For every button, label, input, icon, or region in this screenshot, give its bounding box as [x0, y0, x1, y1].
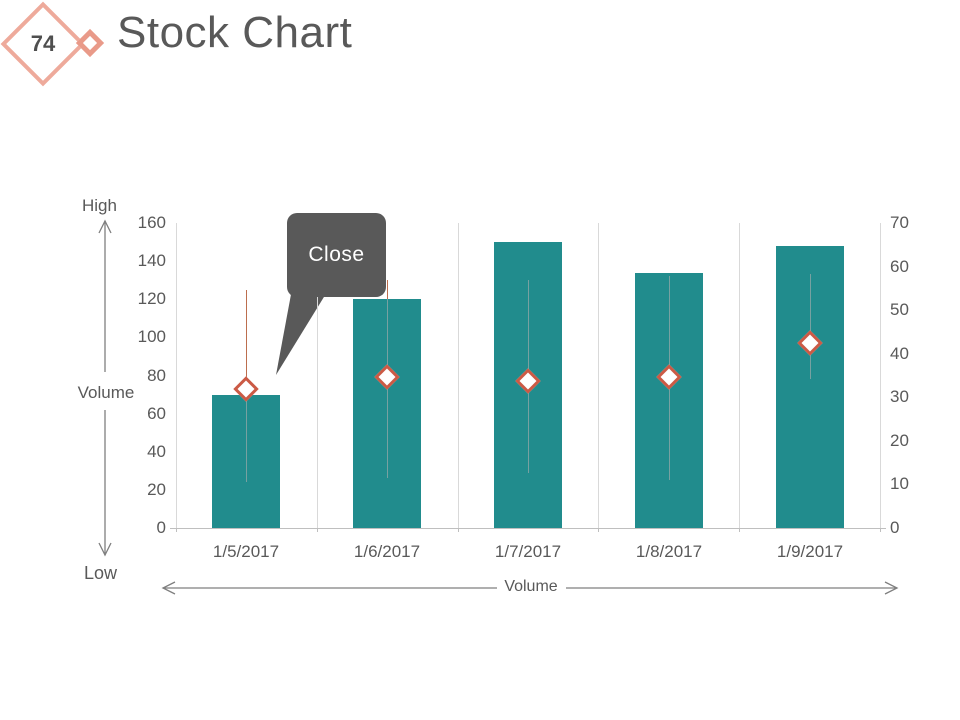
right-axis-tick-label: 30 — [890, 387, 909, 407]
x-axis-category-label: 1/8/2017 — [635, 542, 703, 561]
axis-tick — [598, 528, 599, 532]
right-axis-tick-label: 10 — [890, 474, 909, 494]
right-axis-tick-label: 60 — [890, 256, 909, 276]
left-axis-tick-label: 60 — [147, 403, 166, 423]
x-axis-category-label: 1/6/2017 — [353, 542, 421, 561]
plot-area — [170, 223, 886, 532]
x-axis-category-label: 1/9/2017 — [776, 542, 844, 561]
left-axis-tick-label: 160 — [137, 213, 166, 232]
volume-bottom-axis-label: Volume — [504, 578, 558, 595]
right-axis-tick-label: 20 — [890, 430, 909, 450]
axis-tick — [739, 528, 740, 532]
right-axis-zero-tick — [880, 528, 886, 529]
gridline — [598, 223, 599, 528]
x-axis-category-label: 1/5/2017 — [212, 542, 280, 561]
left-axis-line — [176, 223, 177, 528]
close-callout-label: Close — [308, 243, 365, 266]
left-axis-tick-label: 140 — [137, 251, 166, 271]
right-axis-tick-label: 50 — [890, 300, 909, 320]
axis-tick — [458, 528, 459, 532]
arrow-left-icon — [161, 581, 176, 595]
left-axis-tick-label: 40 — [147, 441, 166, 461]
axis-tick — [317, 528, 318, 532]
right-axis-tick-label: 0 — [890, 518, 900, 537]
left-axis-tick-label: 120 — [137, 289, 166, 309]
high-low-line-inside — [810, 274, 811, 380]
arrow-up-icon — [98, 219, 112, 234]
volume-left-axis-label: Volume — [77, 383, 135, 402]
axis-tick — [880, 528, 881, 532]
gridline — [317, 223, 318, 528]
high-axis-label: High — [82, 196, 117, 215]
right-axis-line — [880, 223, 881, 528]
left-axis-tick-label: 80 — [147, 365, 166, 385]
page-title: Stock Chart — [117, 8, 353, 57]
axis-tick — [176, 528, 177, 532]
high-low-line-above — [246, 289, 247, 395]
high-low-line-inside — [246, 394, 247, 483]
close-callout: Close — [287, 213, 386, 297]
left-axis-zero-tick — [170, 528, 176, 529]
gridline — [458, 223, 459, 528]
x-axis-category-label: 1/7/2017 — [494, 542, 562, 561]
arrow-down-icon — [98, 542, 112, 557]
slide-number-badge: 74 — [0, 0, 130, 100]
arrow-right-icon — [884, 581, 899, 595]
slide-number: 74 — [30, 31, 56, 56]
bottom-axis-line — [176, 528, 881, 529]
right-axis-tick-label: 70 — [890, 213, 909, 232]
high-low-line-above — [387, 280, 388, 300]
right-axis-tick-label: 40 — [890, 343, 909, 363]
left-axis-tick-label: 20 — [147, 479, 166, 499]
left-axis-tick-label: 0 — [156, 518, 166, 537]
gridline — [739, 223, 740, 528]
low-axis-label: Low — [84, 563, 118, 583]
left-axis-tick-label: 100 — [137, 327, 166, 347]
